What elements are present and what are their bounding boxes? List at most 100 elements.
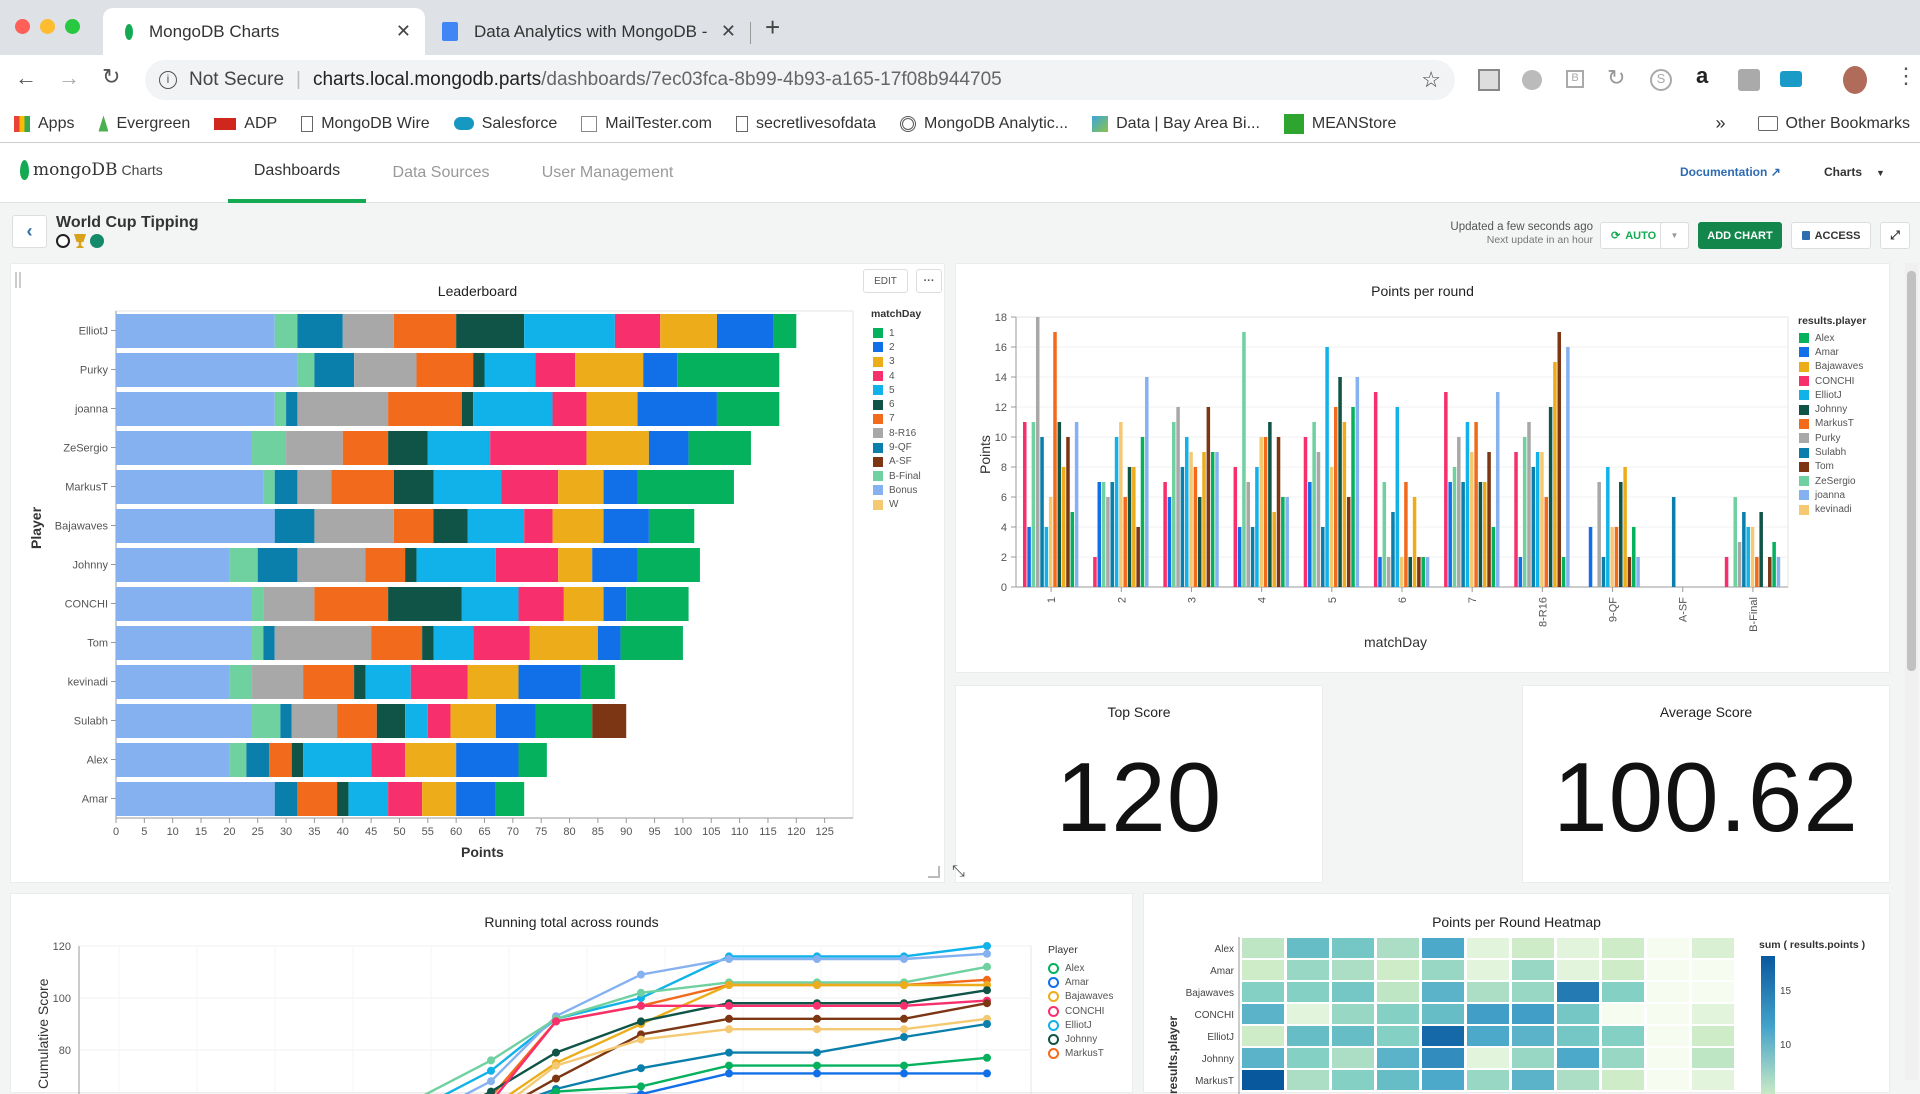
extension-icon[interactable]: B: [1566, 70, 1584, 88]
legend-item[interactable]: Alex: [1048, 961, 1113, 975]
legend-item[interactable]: kevinadi: [1799, 503, 1863, 517]
legend-item[interactable]: MarkusT: [1048, 1047, 1113, 1061]
average-score-card[interactable]: Average Score 100.62: [1522, 685, 1890, 883]
bookmark-mailtester[interactable]: MailTester.com: [581, 115, 712, 133]
legend-item[interactable]: 1: [873, 326, 921, 340]
browser-tab-data-analytics[interactable]: Data Analytics with MongoDB - ✕: [430, 8, 750, 55]
browser-tab-mongodb-charts[interactable]: MongoDB Charts ✕: [103, 8, 425, 55]
legend-item[interactable]: CONCHI: [1799, 374, 1863, 388]
legend-item[interactable]: Bajawaves: [1048, 990, 1113, 1004]
extension-icon[interactable]: [1478, 69, 1500, 91]
url-bar[interactable]: i Not Secure | charts.local.mongodb.part…: [145, 60, 1455, 100]
legend-item[interactable]: CONCHI: [1048, 1004, 1113, 1018]
svg-text:6: 6: [1001, 492, 1007, 504]
fullscreen-button[interactable]: ⤢: [1880, 222, 1910, 249]
bookmark-bay-area-bike[interactable]: Data | Bay Area Bi...: [1092, 115, 1260, 133]
add-chart-button[interactable]: ADD CHART: [1698, 222, 1782, 249]
legend-item[interactable]: 8-R16: [873, 426, 921, 440]
close-window-icon[interactable]: [15, 19, 30, 34]
legend-item[interactable]: MarkusT: [1799, 417, 1863, 431]
legend-item[interactable]: Bajawaves: [1799, 360, 1863, 374]
legend-item[interactable]: A-SF: [873, 455, 921, 469]
legend-item[interactable]: Alex: [1799, 331, 1863, 345]
refresh-icon: ⟳: [1611, 230, 1621, 242]
app-logo[interactable]: mongoDB Charts: [20, 160, 163, 180]
reload-icon[interactable]: ↻: [102, 64, 121, 89]
chart-more-button[interactable]: ···: [916, 269, 942, 293]
page-scrollbar[interactable]: [1905, 263, 1918, 1080]
legend-item[interactable]: 7: [873, 412, 921, 426]
legend-title: results.player: [1798, 315, 1867, 327]
legend-item[interactable]: ElliotJ: [1799, 388, 1863, 402]
legend-item[interactable]: 4: [873, 369, 921, 383]
legend-item[interactable]: Tom: [1799, 460, 1863, 474]
legend-item[interactable]: ZeSergio: [1799, 474, 1863, 488]
resize-handle-icon[interactable]: ⤡: [952, 863, 965, 880]
close-tab-icon[interactable]: ✕: [720, 21, 736, 41]
bookmark-meanstore[interactable]: MEANStore: [1283, 113, 1396, 134]
maximize-window-icon[interactable]: [65, 19, 80, 34]
legend-item[interactable]: Sulabh: [1799, 445, 1863, 459]
scrollbar-thumb[interactable]: [1907, 271, 1916, 671]
legend-item[interactable]: 6: [873, 397, 921, 411]
extension-icon[interactable]: ↻: [1607, 65, 1626, 90]
resize-handle-icon[interactable]: [928, 866, 940, 878]
auto-refresh-dropdown[interactable]: ▼: [1660, 222, 1689, 249]
legend-item[interactable]: 3: [873, 355, 921, 369]
other-bookmarks[interactable]: Other Bookmarks: [1757, 115, 1910, 133]
back-icon[interactable]: ←: [15, 65, 37, 90]
user-menu[interactable]: Charts ▼: [1824, 165, 1885, 179]
svg-text:0: 0: [113, 826, 119, 838]
points-per-round-chart-card[interactable]: Points per round Points matchDay 0 2 4 6 8 10…: [955, 263, 1890, 673]
legend-item[interactable]: joanna: [1799, 488, 1863, 502]
bookmark-adp[interactable]: ADP: [214, 115, 277, 133]
legend-item[interactable]: Amar: [1799, 345, 1863, 359]
browser-menu-icon[interactable]: ⋮: [1895, 63, 1917, 88]
access-button[interactable]: ACCESS: [1791, 222, 1871, 249]
info-icon[interactable]: i: [159, 71, 177, 89]
heatmap-chart-card[interactable]: Points per Round Heatmap results.player …: [1143, 893, 1890, 1094]
legend-item[interactable]: 5: [873, 383, 921, 397]
drag-handle-icon[interactable]: [15, 272, 21, 288]
legend-item[interactable]: Bonus: [873, 483, 921, 497]
new-tab-button[interactable]: +: [765, 12, 781, 42]
skype-icon[interactable]: S: [1650, 69, 1672, 91]
amazon-icon[interactable]: a: [1696, 63, 1709, 88]
leaderboard-chart-card[interactable]: Leaderboard EDIT ··· Player Points 0 5 10 1…: [10, 263, 945, 883]
close-tab-icon[interactable]: ✕: [395, 21, 411, 41]
legend-item[interactable]: B-Final: [873, 469, 921, 483]
documentation-link[interactable]: Documentation ↗: [1680, 165, 1781, 179]
bookmark-secretlivesofdata[interactable]: secretlivesofdata: [735, 115, 876, 133]
legend-item[interactable]: 2: [873, 340, 921, 354]
bookmarks-overflow-button[interactable]: »: [1715, 113, 1726, 133]
edit-chart-button[interactable]: EDIT: [863, 269, 908, 293]
nav-dashboards[interactable]: Dashboards: [228, 143, 366, 203]
bookmark-salesforce[interactable]: Salesforce: [453, 115, 557, 133]
forward-icon[interactable]: →: [58, 65, 80, 90]
bookmark-mongodb-wire[interactable]: MongoDB Wire: [301, 115, 430, 133]
top-score-card[interactable]: Top Score 120: [955, 685, 1323, 883]
legend-item[interactable]: ElliotJ: [1048, 1018, 1113, 1032]
legend-item[interactable]: 9-QF: [873, 440, 921, 454]
legend-item[interactable]: Johnny: [1048, 1032, 1113, 1046]
running-total-chart-card[interactable]: Running total across rounds Cumulative S…: [10, 893, 1133, 1094]
extension-icon[interactable]: [1738, 69, 1760, 91]
svg-text:10: 10: [1780, 1040, 1792, 1051]
legend-item[interactable]: W: [873, 498, 921, 512]
bookmark-mongodb-analytics[interactable]: MongoDB Analytic...: [900, 115, 1068, 133]
legend-item[interactable]: Johnny: [1799, 402, 1863, 416]
avatar[interactable]: [1843, 66, 1867, 94]
bookmark-star-icon[interactable]: ☆: [1421, 67, 1441, 92]
kpi-title: Average Score: [1659, 704, 1753, 720]
bookmark-apps[interactable]: Apps: [14, 115, 74, 133]
legend-item[interactable]: Amar: [1048, 975, 1113, 989]
kpi-value: 120: [1055, 742, 1223, 852]
bookmark-evergreen[interactable]: Evergreen: [98, 115, 190, 133]
back-button[interactable]: ‹: [12, 215, 47, 248]
legend-item[interactable]: Purky: [1799, 431, 1863, 445]
nav-user-management[interactable]: User Management: [541, 164, 674, 181]
extension-icon[interactable]: [1522, 70, 1542, 90]
minimize-window-icon[interactable]: [40, 19, 55, 34]
nav-data-sources[interactable]: Data Sources: [392, 164, 490, 181]
extension-icon[interactable]: [1780, 71, 1802, 87]
